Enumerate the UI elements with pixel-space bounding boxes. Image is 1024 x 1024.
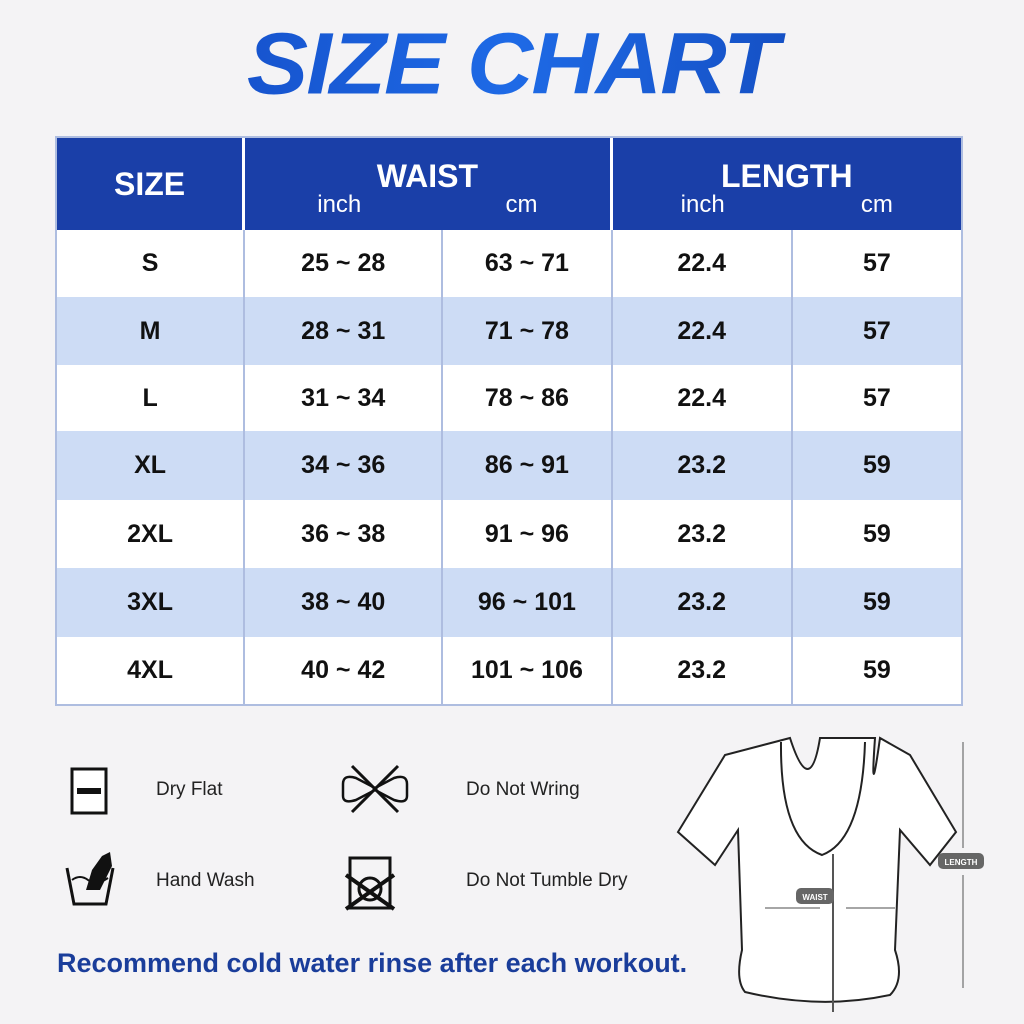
cell-size: S <box>57 230 246 297</box>
cell-size: 4XL <box>57 637 246 704</box>
do-not-tumble-dry-icon <box>344 856 396 911</box>
table-body: S 25 ~ 28 63 ~ 71 22.4 57 M 28 ~ 31 71 ~ 78 22.4… <box>57 230 961 704</box>
table-header: SIZE WAIST inch cm LENGTH inch cm <box>57 138 961 230</box>
length-inch-label: inch <box>680 191 725 218</box>
cell-length-inch: 22.4 <box>613 365 793 431</box>
cell-size: L <box>57 365 246 431</box>
cell-waist-inch: 36 ~ 38 <box>245 500 444 568</box>
waist-label: WAIST <box>802 893 827 902</box>
cell-length-inch: 23.2 <box>613 500 793 568</box>
page-title: SIZE CHART <box>0 15 1024 115</box>
waist-cm-label: cm <box>505 191 538 218</box>
header-size: SIZE <box>57 138 246 230</box>
cell-waist-cm: 96 ~ 101 <box>443 568 613 637</box>
dry-flat-icon <box>70 767 108 815</box>
cell-length-cm: 59 <box>862 519 891 548</box>
length-cm-label: cm <box>860 191 893 218</box>
cell-size: 2XL <box>57 500 246 568</box>
care-hand-wash: Hand Wash <box>156 870 255 891</box>
cell-length-inch: 22.4 <box>613 297 793 365</box>
header-waist: WAIST inch cm <box>245 138 613 230</box>
hand-wash-icon <box>65 852 115 906</box>
cell-length-cm: 57 <box>862 249 891 277</box>
cell-waist-cm: 101 ~ 106 <box>443 637 613 704</box>
cell-waist-inch: 31 ~ 34 <box>245 365 444 431</box>
header-length: LENGTH inch cm <box>613 138 961 230</box>
cell-length-cm: 59 <box>862 656 891 684</box>
table-row: L 31 ~ 34 78 ~ 86 22.4 57 <box>57 365 961 431</box>
header-waist-label: WAIST <box>376 158 479 194</box>
cell-waist-inch: 28 ~ 31 <box>245 297 444 365</box>
cell-waist-inch: 34 ~ 36 <box>245 431 444 500</box>
cell-waist-cm: 91 ~ 96 <box>443 500 613 568</box>
table-row: 3XL 38 ~ 40 96 ~ 101 23.2 59 <box>57 568 961 637</box>
cell-waist-inch: 25 ~ 28 <box>245 230 444 297</box>
care-dry-flat: Dry Flat <box>156 779 223 800</box>
waist-inch-label: inch <box>317 191 362 218</box>
table-row: 4XL 40 ~ 42 101 ~ 106 23.2 59 <box>57 637 961 704</box>
cell-waist-cm: 71 ~ 78 <box>443 297 613 365</box>
cell-length-inch: 22.4 <box>613 230 793 297</box>
cell-waist-cm: 78 ~ 86 <box>443 365 613 431</box>
cell-waist-inch: 38 ~ 40 <box>245 568 444 637</box>
cell-length-inch: 23.2 <box>613 568 793 637</box>
cell-length-cm: 57 <box>862 383 891 412</box>
table-row: S 25 ~ 28 63 ~ 71 22.4 57 <box>57 230 961 297</box>
table-row: M 28 ~ 31 71 ~ 78 22.4 57 <box>57 297 961 365</box>
cell-length-cm: 57 <box>862 316 891 345</box>
cell-length-cm: 59 <box>862 588 891 616</box>
cell-waist-cm: 63 ~ 71 <box>443 230 613 297</box>
cell-length-cm: 59 <box>862 451 891 479</box>
length-label: LENGTH <box>945 858 978 867</box>
care-note: Recommend cold water rinse after each wo… <box>57 948 688 978</box>
do-not-wring-icon <box>341 764 409 814</box>
cell-length-inch: 23.2 <box>613 637 793 704</box>
cell-waist-inch: 40 ~ 42 <box>245 637 444 704</box>
table-row: XL 34 ~ 36 86 ~ 91 23.2 59 <box>57 431 961 500</box>
cell-waist-cm: 86 ~ 91 <box>443 431 613 500</box>
care-do-not-tumble-dry: Do Not Tumble Dry <box>466 870 628 891</box>
table-row: 2XL 36 ~ 38 91 ~ 96 23.2 59 <box>57 500 961 568</box>
cell-length-inch: 23.2 <box>613 431 793 500</box>
size-table: SIZE WAIST inch cm LENGTH inch cm S 25 ~ 28… <box>55 136 963 706</box>
header-length-label: LENGTH <box>721 158 853 194</box>
cell-size: M <box>57 297 246 365</box>
cell-size: 3XL <box>57 568 246 637</box>
cell-size: XL <box>57 431 246 500</box>
care-do-not-wring: Do Not Wring <box>466 779 580 800</box>
shirt-diagram: LENGTH WAIST <box>676 736 984 1012</box>
header-size-label: SIZE <box>114 166 186 202</box>
